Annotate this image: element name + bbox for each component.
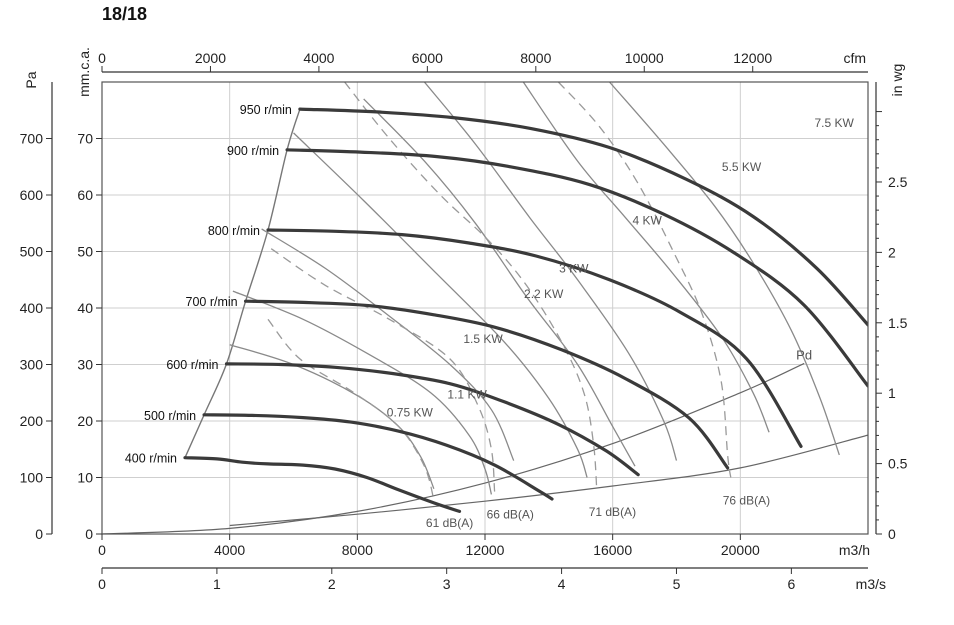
speed-label: 700 r/min [186, 295, 238, 309]
pa-tick-label: 200 [20, 413, 44, 429]
grid-layer [102, 82, 868, 534]
speed-line [224, 362, 640, 477]
power-label: 1.1 KW [447, 387, 487, 401]
pa-tick-label: 0 [35, 526, 43, 542]
speed-label: 900 r/min [227, 144, 279, 158]
labels-layer: 400 r/min 500 r/min 600 r/min 700 r/min 800 … [125, 103, 855, 530]
mmca-tick-label: 30 [77, 357, 93, 373]
power-label: 4 KW [633, 213, 663, 227]
sound-line [270, 248, 496, 492]
sound-line [344, 82, 598, 489]
pa-tick-label: 600 [20, 187, 44, 203]
sound-line [557, 82, 732, 478]
cfm-tick-label: 8000 [520, 50, 551, 66]
chart-title: 18/18 [102, 4, 148, 24]
cfm-tick-label: 4000 [303, 50, 334, 66]
mmca-tick-label: 70 [77, 131, 93, 147]
pd-line [102, 362, 805, 534]
inwg-tick-label: 2 [888, 244, 896, 260]
axes-layer: 0 4000 8000 12000 16000 20000 m3/h0 1 2 3 4 5 6 m3/s0… [20, 47, 908, 592]
x-tick-label: 0 [98, 542, 106, 558]
sound-label: 66 dB(A) [487, 508, 534, 522]
curves-layer [102, 82, 868, 534]
mmca-tick-label: 20 [77, 413, 93, 429]
power-line [423, 82, 678, 461]
pa-axis-label: Pa [23, 71, 39, 88]
power-line [293, 132, 588, 478]
envelope-line [184, 108, 301, 458]
m3s-tick-label: 2 [328, 576, 336, 592]
mmca-tick-label: 60 [77, 187, 93, 203]
speed-label: 400 r/min [125, 452, 177, 466]
inwg-tick-label: 2.5 [888, 174, 908, 190]
pa-tick-label: 100 [20, 470, 44, 486]
power-line [609, 82, 840, 456]
mmca-tick-label: 50 [77, 244, 93, 260]
inwg-tick-label: 0 [888, 526, 896, 542]
inwg-axis-label: in wg [889, 64, 905, 97]
cfm-tick-label: 12000 [733, 50, 772, 66]
pa-tick-label: 700 [20, 131, 44, 147]
m3s-tick-label: 3 [443, 576, 451, 592]
speed-line [202, 413, 554, 501]
pa-tick-label: 400 [20, 300, 44, 316]
speed-label: 500 r/min [144, 409, 196, 423]
mmca-tick-label: 40 [77, 300, 93, 316]
speed-line [285, 148, 868, 388]
power-line [522, 82, 770, 433]
x-tick-label: 8000 [342, 542, 373, 558]
x-tick-label: 4000 [214, 542, 245, 558]
m3s-tick-label: 1 [213, 576, 221, 592]
power-line [363, 98, 636, 467]
x-axis-label: m3/h [839, 542, 870, 558]
power-label: 2.2 KW [524, 287, 564, 301]
x-tick-label: 12000 [466, 542, 505, 558]
m3s-tick-label: 5 [673, 576, 681, 592]
pa-tick-label: 500 [20, 244, 44, 260]
inwg-tick-label: 0.5 [888, 456, 908, 472]
cfm-tick-label: 10000 [625, 50, 664, 66]
power-label: 1.5 KW [463, 332, 503, 346]
power-label: 0.75 KW [387, 406, 434, 420]
speed-label: 950 r/min [240, 103, 292, 117]
m3s-tick-label: 4 [558, 576, 566, 592]
mmca-tick-label: 10 [77, 470, 93, 486]
mmca-axis-label: mm.c.a. [76, 47, 92, 97]
speed-line [183, 456, 462, 513]
inwg-tick-label: 1 [888, 385, 896, 401]
pd-label: Pd [796, 347, 812, 362]
cfm-tick-label: 0 [98, 50, 106, 66]
x-tick-label: 16000 [593, 542, 632, 558]
m3s-tick-label: 0 [98, 576, 106, 592]
sound-label: 71 dB(A) [589, 505, 636, 519]
sound-label: 61 dB(A) [426, 516, 473, 530]
cfm-tick-label: 2000 [195, 50, 226, 66]
sound-label: 76 dB(A) [723, 494, 770, 508]
sound-line [267, 318, 435, 501]
x-tick-label: 20000 [721, 542, 760, 558]
cfm-tick-label: 6000 [412, 50, 443, 66]
speed-label: 600 r/min [166, 358, 218, 372]
power-label: 3 KW [559, 261, 589, 275]
cfm-axis-label: cfm [843, 50, 866, 66]
power-label: 5.5 KW [722, 160, 762, 174]
speed-line [298, 107, 868, 327]
power-line [232, 290, 493, 495]
speed-line [244, 299, 730, 470]
mmca-tick-label: 0 [85, 526, 93, 542]
pd-lower-line [229, 434, 868, 527]
pa-tick-label: 300 [20, 357, 44, 373]
power-label: 7.5 KW [814, 116, 854, 130]
m3s-axis-label: m3/s [856, 576, 886, 592]
speed-line [266, 228, 803, 448]
speed-label: 800 r/min [208, 224, 260, 238]
inwg-tick-label: 1.5 [888, 315, 908, 331]
m3s-tick-label: 6 [787, 576, 795, 592]
power-line [261, 228, 515, 461]
